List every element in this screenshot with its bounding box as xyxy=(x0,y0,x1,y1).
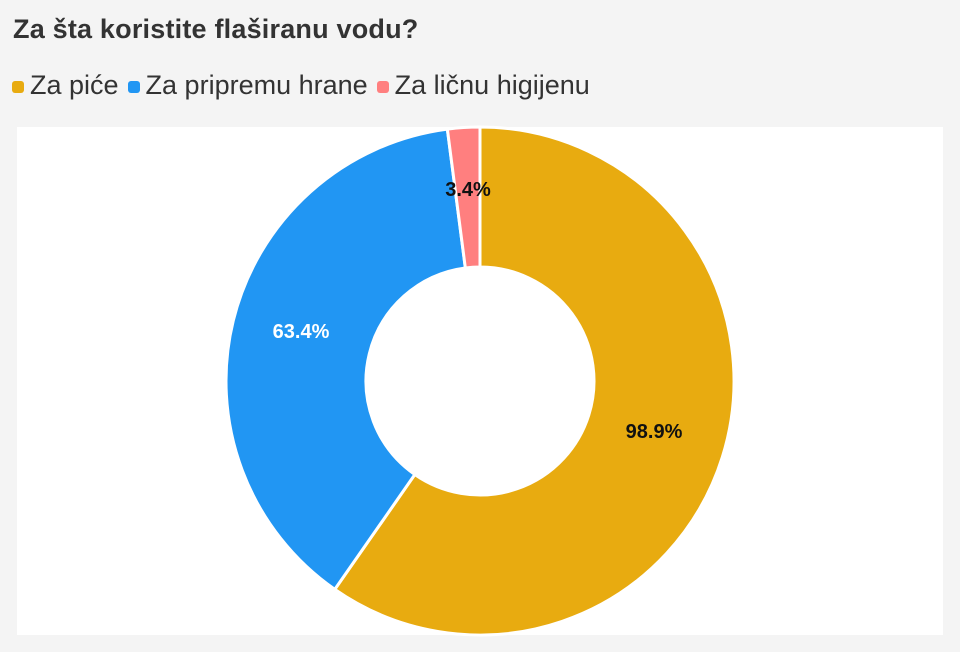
legend: Za piće Za pripremu hrane Za ličnu higij… xyxy=(12,70,599,101)
label-cooking: 63.4% xyxy=(273,321,330,343)
legend-swatch-cooking xyxy=(127,81,140,93)
legend-item-drinking[interactable]: Za piće xyxy=(12,70,119,101)
chart-title: Za šta koristite flaširanu vodu? xyxy=(13,14,419,44)
label-hygiene: 3.4% xyxy=(445,179,491,201)
slice-cooking[interactable] xyxy=(224,127,467,591)
slice-hygiene[interactable] xyxy=(445,125,482,270)
legend-swatch-hygiene xyxy=(376,81,389,93)
donut-slices xyxy=(224,125,736,637)
legend-item-cooking[interactable]: Za pripremu hrane xyxy=(127,70,368,101)
legend-label: Za pripremu hrane xyxy=(145,70,368,100)
slice-drinking[interactable] xyxy=(333,125,736,637)
legend-label: Za piće xyxy=(30,70,119,100)
legend-label: Za ličnu higijenu xyxy=(394,70,590,100)
legend-swatch-drinking xyxy=(12,81,24,93)
label-drinking: 98.9% xyxy=(626,421,683,443)
legend-item-hygiene[interactable]: Za ličnu higijenu xyxy=(376,70,590,101)
